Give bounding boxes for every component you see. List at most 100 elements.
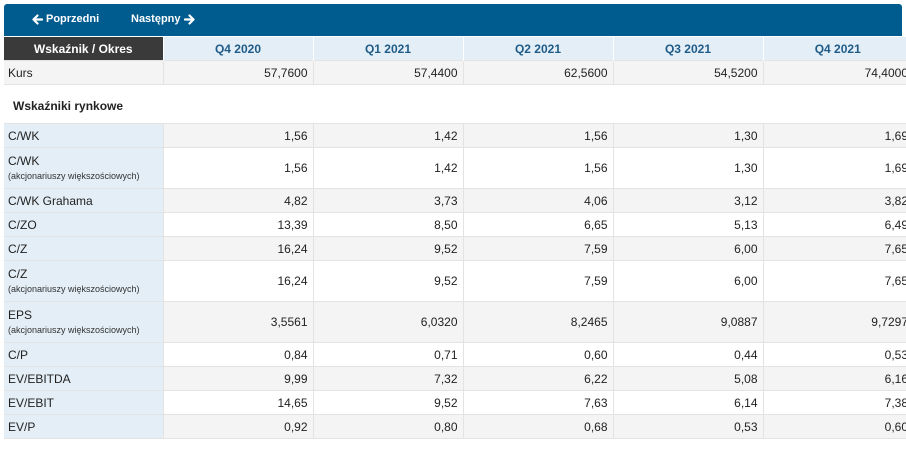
table-cell: 74,4000 bbox=[762, 60, 906, 85]
row-label: C/Z bbox=[4, 236, 163, 261]
table-cell: 8,50 bbox=[312, 212, 463, 237]
row-label: C/P bbox=[4, 342, 163, 367]
row-sublabel: (akcjonariuszy większościowych) bbox=[8, 284, 140, 294]
row-label: EV/P bbox=[4, 414, 163, 439]
table-row: EV/EBITDA 9,99 7,32 6,22 5,08 6,16 bbox=[4, 366, 906, 391]
table-cell: 6,16 bbox=[762, 366, 906, 391]
table-cell: 5,13 bbox=[612, 212, 763, 237]
table-cell: 6,22 bbox=[462, 366, 613, 391]
row-sublabel: (akcjonariuszy większościowych) bbox=[8, 171, 140, 181]
table-cell: 7,32 bbox=[312, 366, 463, 391]
row-label: EV/EBITDA bbox=[4, 366, 163, 391]
table-cell: 0,68 bbox=[462, 414, 613, 439]
table-cell: 1,30 bbox=[612, 147, 763, 189]
previous-label: Poprzedni bbox=[46, 13, 100, 25]
row-label-text: C/WK bbox=[8, 128, 40, 143]
header-row: Wskaźnik / Okres Q4 2020 Q1 2021 Q2 2021… bbox=[4, 37, 906, 61]
table-cell: 5,08 bbox=[612, 366, 763, 391]
table-cell: 1,30 bbox=[612, 123, 763, 148]
section-row: Wskaźniki rynkowe bbox=[4, 84, 906, 124]
row-label: Kurs bbox=[4, 60, 163, 85]
row-label-text: C/WK bbox=[8, 154, 40, 168]
table-cell: 1,56 bbox=[462, 123, 613, 148]
row-label: EPS (akcjonariuszy większościowych) bbox=[4, 301, 163, 343]
table-cell: 57,7600 bbox=[162, 60, 313, 85]
table-cell: 0,53 bbox=[762, 342, 906, 367]
kurs-row: Kurs 57,7600 57,4400 62,5600 54,5200 74,… bbox=[4, 60, 906, 85]
row-label-text: C/Z bbox=[8, 267, 28, 281]
arrow-left-icon bbox=[32, 13, 43, 25]
table-cell: 9,52 bbox=[312, 236, 463, 261]
row-label: EV/EBIT bbox=[4, 390, 163, 415]
row-label: C/WK Grahama bbox=[4, 188, 163, 213]
section-title: Wskaźniki rynkowe bbox=[4, 84, 906, 124]
table-cell: 1,56 bbox=[162, 123, 313, 148]
table-cell: 16,24 bbox=[162, 236, 313, 261]
table-cell: 1,69 bbox=[762, 147, 906, 189]
table-cell: 7,65 bbox=[762, 236, 906, 261]
row-label-text: C/P bbox=[8, 347, 29, 362]
column-header: Q4 2021 bbox=[762, 37, 906, 61]
table-row: C/WK 1,56 1,42 1,56 1,30 1,69 bbox=[4, 123, 906, 148]
table-cell: 3,12 bbox=[612, 188, 763, 213]
table-cell: 9,52 bbox=[312, 390, 463, 415]
table-cell: 1,42 bbox=[312, 123, 463, 148]
row-label: C/ZO bbox=[4, 212, 163, 237]
table-cell: 0,60 bbox=[462, 342, 613, 367]
row-label-text: EV/P bbox=[8, 419, 36, 434]
table-cell: 9,99 bbox=[162, 366, 313, 391]
row-label-text: EPS bbox=[8, 308, 33, 322]
table-row: EV/EBIT 14,65 9,52 7,63 6,14 7,38 bbox=[4, 390, 906, 415]
table-cell: 0,80 bbox=[312, 414, 463, 439]
previous-button[interactable]: Poprzedni bbox=[32, 13, 99, 25]
arrow-right-icon bbox=[183, 13, 195, 25]
column-header: Q4 2020 bbox=[162, 37, 313, 61]
corner-header: Wskaźnik / Okres bbox=[4, 37, 163, 61]
table-cell: 7,59 bbox=[462, 260, 613, 302]
table-cell: 4,06 bbox=[462, 188, 613, 213]
table-cell: 57,4400 bbox=[312, 60, 463, 85]
next-button[interactable]: Następny bbox=[131, 13, 195, 25]
table-cell: 7,38 bbox=[762, 390, 906, 415]
table-cell: 9,0887 bbox=[612, 301, 763, 343]
row-label: C/Z (akcjonariuszy większościowych) bbox=[4, 260, 163, 302]
table-cell: 16,24 bbox=[162, 260, 313, 302]
row-label-text: EV/EBITDA bbox=[8, 371, 71, 386]
table-cell: 7,59 bbox=[462, 236, 613, 261]
table-cell: 13,39 bbox=[162, 212, 313, 237]
table-cell: 1,69 bbox=[762, 123, 906, 148]
table-cell: 14,65 bbox=[162, 390, 313, 415]
table-cell: 3,82 bbox=[762, 188, 906, 213]
table-cell: 0,53 bbox=[612, 414, 763, 439]
table-row: C/ZO 13,39 8,50 6,65 5,13 6,49 bbox=[4, 212, 906, 237]
row-label: C/WK bbox=[4, 123, 163, 148]
table-cell: 6,00 bbox=[612, 236, 763, 261]
table-cell: 8,2465 bbox=[462, 301, 613, 343]
table-cell: 9,52 bbox=[312, 260, 463, 302]
table-row: EV/P 0,92 0,80 0,68 0,53 0,60 bbox=[4, 414, 906, 439]
table-cell: 6,00 bbox=[612, 260, 763, 302]
table-cell: 6,65 bbox=[462, 212, 613, 237]
row-label-text: C/Z bbox=[8, 241, 28, 256]
table-cell: 6,0320 bbox=[312, 301, 463, 343]
table-row: C/WK Grahama 4,82 3,73 4,06 3,12 3,82 bbox=[4, 188, 906, 213]
table-cell: 7,65 bbox=[762, 260, 906, 302]
table-cell: 0,60 bbox=[762, 414, 906, 439]
row-label-text: C/ZO bbox=[8, 217, 37, 232]
table-cell: 0,84 bbox=[162, 342, 313, 367]
table-cell: 1,42 bbox=[312, 147, 463, 189]
table-cell: 1,56 bbox=[462, 147, 613, 189]
row-label-text: C/WK Grahama bbox=[8, 193, 93, 208]
row-label-text: EV/EBIT bbox=[8, 395, 55, 410]
table-cell: 7,63 bbox=[462, 390, 613, 415]
column-header: Q3 2021 bbox=[612, 37, 763, 61]
table-row: C/Z 16,24 9,52 7,59 6,00 7,65 bbox=[4, 236, 906, 261]
table-cell: 62,5600 bbox=[462, 60, 613, 85]
period-navbar: Poprzedni Następny bbox=[4, 4, 902, 36]
table-cell: 0,92 bbox=[162, 414, 313, 439]
table-row: C/P 0,84 0,71 0,60 0,44 0,53 bbox=[4, 342, 906, 367]
table-cell: 3,5561 bbox=[162, 301, 313, 343]
table-cell: 0,44 bbox=[612, 342, 763, 367]
table-cell: 3,73 bbox=[312, 188, 463, 213]
